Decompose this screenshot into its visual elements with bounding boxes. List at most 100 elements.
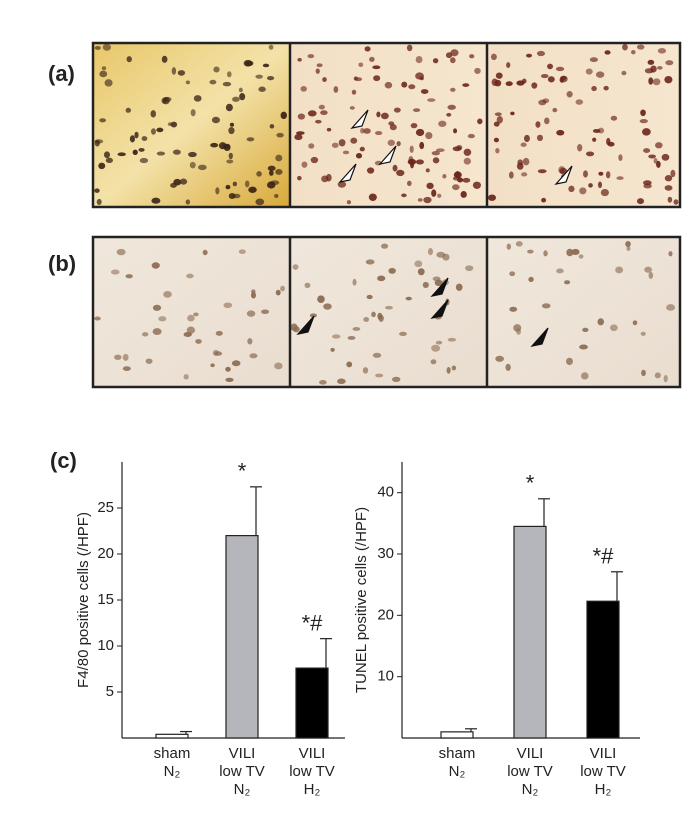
cell-nucleus: [380, 112, 389, 120]
cell-nucleus: [528, 276, 534, 283]
cell-nucleus: [183, 374, 189, 380]
cell-nucleus: [218, 142, 227, 150]
cell-nucleus: [156, 151, 166, 156]
cell-nucleus: [186, 273, 194, 279]
cell-nucleus: [110, 269, 120, 275]
cell-nucleus: [520, 142, 527, 147]
cell-nucleus: [129, 135, 136, 143]
cell-nucleus: [225, 103, 233, 112]
cell-nucleus: [101, 66, 107, 71]
cell-nucleus: [171, 67, 177, 75]
cell-nucleus: [226, 71, 232, 78]
cell-nucleus: [626, 245, 631, 251]
cell-nucleus: [648, 154, 656, 159]
cell-nucleus: [330, 347, 335, 352]
cell-nucleus: [301, 161, 308, 168]
cell-nucleus: [413, 108, 421, 113]
cell-nucleus: [566, 91, 573, 98]
cell-nucleus: [571, 248, 580, 256]
cell-nucleus: [280, 285, 285, 292]
cell-nucleus: [225, 366, 231, 372]
cell-nucleus: [189, 161, 196, 169]
cell-nucleus: [652, 78, 661, 86]
cell-nucleus: [296, 131, 305, 135]
cell-nucleus: [578, 254, 584, 259]
cell-nucleus: [640, 109, 646, 117]
micrographs: [93, 43, 680, 387]
cells: [94, 43, 679, 385]
cell-nucleus: [417, 198, 423, 202]
cell-nucleus: [463, 157, 471, 165]
y-axis-label: TUNEL positive cells (/HPF): [353, 507, 370, 693]
cell-nucleus: [432, 157, 440, 164]
cell-nucleus: [269, 170, 274, 176]
cell-nucleus: [542, 98, 550, 104]
cell-nucleus: [354, 77, 363, 82]
cell-nucleus: [588, 183, 593, 188]
cell-nucleus: [141, 136, 148, 142]
cell-nucleus: [138, 147, 145, 152]
cell-nucleus: [366, 167, 375, 174]
cell-nucleus: [317, 295, 325, 303]
cell-nucleus: [213, 66, 220, 73]
cell-nucleus: [544, 117, 550, 125]
cell-nucleus: [342, 150, 350, 155]
cell-nucleus: [326, 173, 332, 182]
cell-nucleus: [187, 314, 195, 322]
cell-nucleus: [209, 79, 217, 85]
cell-nucleus: [228, 127, 235, 135]
cell-nucleus: [455, 170, 461, 177]
cell-nucleus: [158, 316, 167, 322]
y-tick-label: 15: [97, 591, 114, 608]
cell-nucleus: [447, 104, 456, 110]
cell-nucleus: [414, 260, 423, 268]
micrograph: [290, 237, 487, 387]
cell-nucleus: [406, 180, 412, 187]
cell-nucleus: [515, 241, 523, 247]
cell-nucleus: [568, 185, 575, 193]
cell-nucleus: [655, 142, 663, 149]
cell-nucleus: [668, 251, 673, 257]
x-tick-label: sham: [154, 745, 191, 762]
bar: [225, 534, 259, 739]
bar: [155, 733, 189, 739]
cell-nucleus: [297, 113, 306, 120]
cell-nucleus: [105, 157, 113, 164]
cell-nucleus: [597, 318, 605, 326]
cell-nucleus: [541, 303, 551, 309]
cell-nucleus: [381, 243, 389, 249]
x-tick-label: VILI: [590, 745, 617, 762]
cell-nucleus: [337, 378, 346, 385]
cell-nucleus: [543, 250, 548, 257]
cell-nucleus: [211, 116, 220, 124]
y-tick-label: 10: [97, 637, 114, 654]
cell-nucleus: [452, 146, 462, 152]
cell-nucleus: [603, 85, 609, 91]
cell-nucleus: [190, 109, 196, 117]
cell-nucleus: [331, 142, 339, 148]
cell-nucleus: [186, 326, 196, 334]
cell-nucleus: [262, 63, 270, 68]
cell-nucleus: [618, 154, 623, 161]
cell-nucleus: [369, 56, 375, 62]
cell-nucleus: [125, 107, 131, 113]
cell-nucleus: [94, 188, 100, 193]
cell-nucleus: [352, 327, 361, 331]
cell-nucleus: [442, 174, 447, 179]
cell-nucleus: [656, 66, 663, 70]
cell-nucleus: [183, 331, 192, 337]
cell-nucleus: [643, 148, 651, 154]
cell-nucleus: [462, 83, 470, 87]
cell-nucleus: [415, 159, 424, 165]
cell-nucleus: [419, 141, 425, 150]
cell-nucleus: [465, 265, 474, 272]
cell-nucleus: [606, 137, 611, 146]
x-tick-label: VILI: [517, 745, 544, 762]
cell-nucleus: [552, 107, 558, 113]
cell-nucleus: [432, 58, 439, 64]
cell-nucleus: [556, 129, 565, 136]
cell-nucleus: [185, 199, 191, 205]
micrograph: [290, 43, 487, 207]
cell-nucleus: [161, 55, 168, 63]
cell-nucleus: [524, 134, 530, 143]
